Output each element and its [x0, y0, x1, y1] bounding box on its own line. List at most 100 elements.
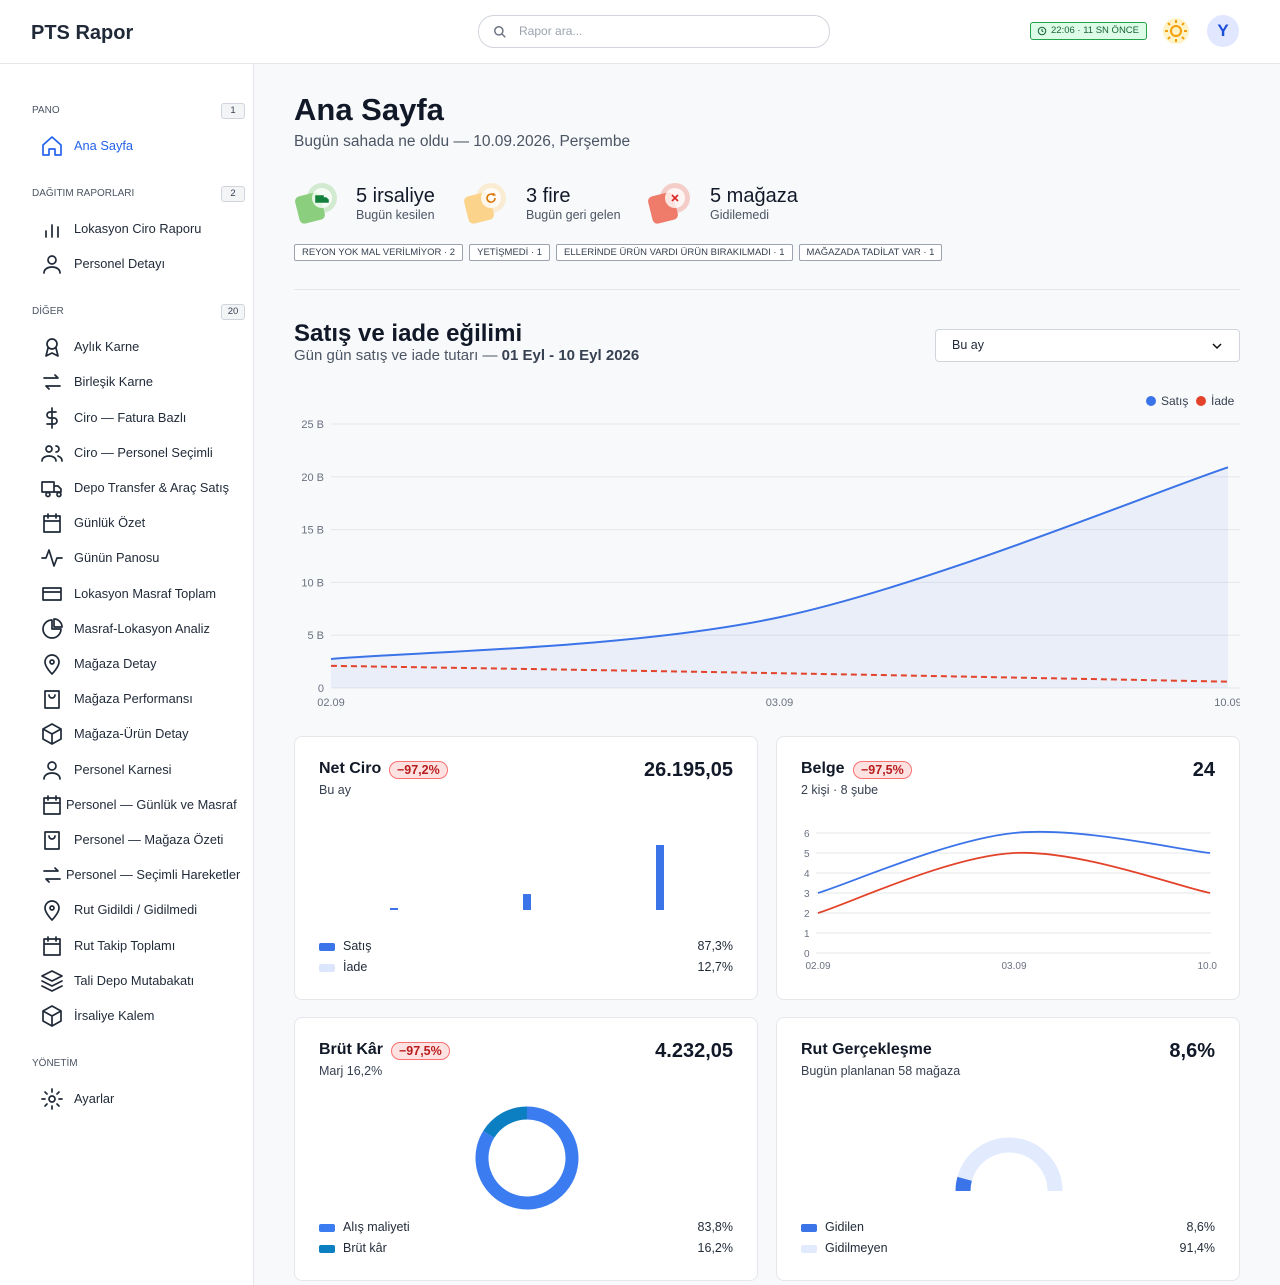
page-title: Ana Sayfa: [294, 92, 444, 127]
nav-item[interactable]: Ana Sayfa: [30, 132, 250, 160]
gauge-segment: [957, 1137, 1063, 1192]
y-tick-label: 25 B: [301, 419, 324, 431]
sidebar: PANO 1 Ana Sayfa DAĞITIM RAPORLARI 2 Lokasyon…: [0, 64, 254, 1285]
nav-label: Rut Gidildi / Gidilmedi: [74, 902, 198, 918]
stat-value: 5 mağaza: [710, 185, 798, 207]
nav-item[interactable]: Personel — Seçimli Hareketler: [30, 861, 250, 889]
nav-label: Personel — Mağaza Özeti: [74, 832, 224, 847]
nav-item[interactable]: Birleşik Karne: [30, 368, 250, 396]
legend-label: İade: [343, 960, 368, 974]
nav-item[interactable]: Personel Detayı: [30, 250, 250, 278]
nav-label: Birleşik Karne: [74, 374, 153, 390]
line: [817, 851, 1211, 914]
card-title: Belge: [801, 760, 845, 777]
nav-item[interactable]: Mağaza-Ürün Detay: [30, 720, 250, 748]
nav-item[interactable]: Depo Transfer & Araç Satış: [30, 474, 250, 502]
sync-status: 22:06 · 11 SN ÖNCE: [1030, 22, 1148, 40]
nav-label: Lokasyon Ciro Raporu: [74, 221, 202, 236]
y-tick-label: 5: [804, 849, 810, 860]
icon-shape: [41, 1088, 63, 1110]
nav-icon: [43, 867, 61, 884]
card-title: Brüt Kâr: [319, 1041, 384, 1058]
nav-icon: [41, 549, 63, 568]
nav-icon: [44, 900, 60, 922]
avatar[interactable]: Y: [1207, 15, 1239, 47]
nav-icon: [46, 406, 58, 429]
tag-row: REYON YOK MAL VERİLMİYOR · 2 YETİŞMEDİ · …: [294, 244, 943, 261]
y-tick-label: 20 B: [301, 472, 324, 484]
nav-item[interactable]: Mağaza Detay: [30, 650, 250, 678]
donut-chart: [475, 1106, 579, 1210]
legend-label: Satış: [1161, 394, 1188, 408]
stat-value: 5 irsaliye: [356, 185, 435, 207]
nav-item[interactable]: Ciro — Fatura Bazlı: [30, 404, 250, 432]
nav-item[interactable]: Ayarlar: [30, 1085, 250, 1113]
y-tick-label: 0: [318, 683, 324, 695]
nav-label: Ciro — Fatura Bazlı: [74, 409, 187, 425]
nav-icon: [43, 513, 61, 534]
nav-item[interactable]: Personel Karnesi: [30, 756, 250, 784]
theme-toggle[interactable]: [1162, 17, 1190, 45]
card-value: 8,6%: [1169, 1040, 1215, 1062]
search-icon: [494, 26, 506, 38]
card-value: 24: [1192, 759, 1215, 781]
period-value: Bu ay: [952, 338, 984, 352]
nav-item[interactable]: Tali Depo Mutabakatı: [30, 967, 250, 995]
nav-label: Tali Depo Mutabakatı: [74, 972, 195, 988]
icon-shape: [44, 900, 60, 922]
icon-shape: [43, 255, 61, 275]
nav-item[interactable]: Aylık Karne: [30, 333, 250, 361]
legend-swatch: [319, 1245, 335, 1253]
nav-icon: [44, 831, 60, 850]
nav-item[interactable]: Günlük Özet: [30, 509, 250, 537]
card: Net Ciro −97,2% 26.195,05 Bu ay Satış 87,3% İa…: [294, 736, 758, 1000]
nav-item[interactable]: Mağaza Performansı: [30, 685, 250, 713]
stat-icon: [648, 183, 690, 224]
nav-item[interactable]: Masraf-Lokasyon Analiz: [30, 615, 250, 643]
nav-item[interactable]: Lokasyon Masraf Toplam: [30, 580, 250, 608]
nav-item[interactable]: Lokasyon Ciro Raporu: [30, 215, 250, 243]
card-subtitle: Bu ay: [319, 783, 351, 797]
search-box[interactable]: Rapor ara...: [478, 15, 830, 48]
period-select[interactable]: Bu ay: [935, 329, 1240, 362]
nav-item[interactable]: Personel — Günlük ve Masraf: [30, 791, 250, 819]
x-tick-label: 02.09: [805, 961, 830, 972]
nav-item[interactable]: Ciro — Personel Seçimli: [30, 439, 250, 467]
nav-item[interactable]: Personel — Mağaza Özeti: [30, 826, 250, 854]
search-placeholder: Rapor ara...: [519, 24, 583, 38]
stat-glyph: [315, 195, 329, 203]
nav-item[interactable]: Günün Panosu: [30, 544, 250, 572]
nav-item[interactable]: Rut Gidildi / Gidilmedi: [30, 896, 250, 924]
nav-item[interactable]: İrsaliye Kalem: [30, 1002, 250, 1030]
nav-label: Mağaza Detay: [74, 656, 157, 671]
legend-label: Gidilmeyen: [825, 1241, 888, 1255]
card: Belge −97,5% 24 2 kişi · 8 şube 0 1 2 3 4 5 6 02.09…: [776, 736, 1240, 1000]
icon-shape: [42, 136, 62, 156]
nav-icon: [42, 723, 62, 746]
nav-label: Ayarlar: [74, 1091, 115, 1106]
icon-shape: [43, 513, 61, 534]
nav-label: Günün Panosu: [74, 550, 160, 566]
nav-icon: [42, 1005, 62, 1027]
nav-item[interactable]: Rut Takip Toplamı: [30, 932, 250, 960]
card-value: 26.195,05: [644, 759, 733, 781]
nav-label: Rut Takip Toplamı: [74, 937, 176, 953]
card-value: 4.232,05: [655, 1040, 733, 1062]
y-tick-label: 0: [804, 949, 810, 960]
nav-icon: [44, 654, 60, 675]
bar: [390, 908, 398, 910]
stat-icon: [464, 183, 506, 224]
x-tick-label: 03.09: [1001, 961, 1026, 972]
tag: REYON YOK MAL VERİLMİYOR · 2: [294, 244, 464, 261]
x-tick-label: 02.09: [317, 697, 345, 709]
icon-shape: [44, 654, 60, 675]
x-tick-label: 10.09: [1197, 961, 1217, 972]
card-subtitle: Marj 16,2%: [319, 1064, 383, 1078]
page-subtitle: Bugün sahada ne oldu — 10.09.2026, Perşe…: [294, 133, 631, 150]
nav-label: Personel — Seçimli Hareketler: [66, 867, 241, 883]
change-badge: −97,2%: [389, 761, 448, 779]
icon-shape: [43, 794, 61, 815]
icon-shape: [41, 444, 63, 462]
y-tick-label: 10 B: [301, 577, 324, 589]
